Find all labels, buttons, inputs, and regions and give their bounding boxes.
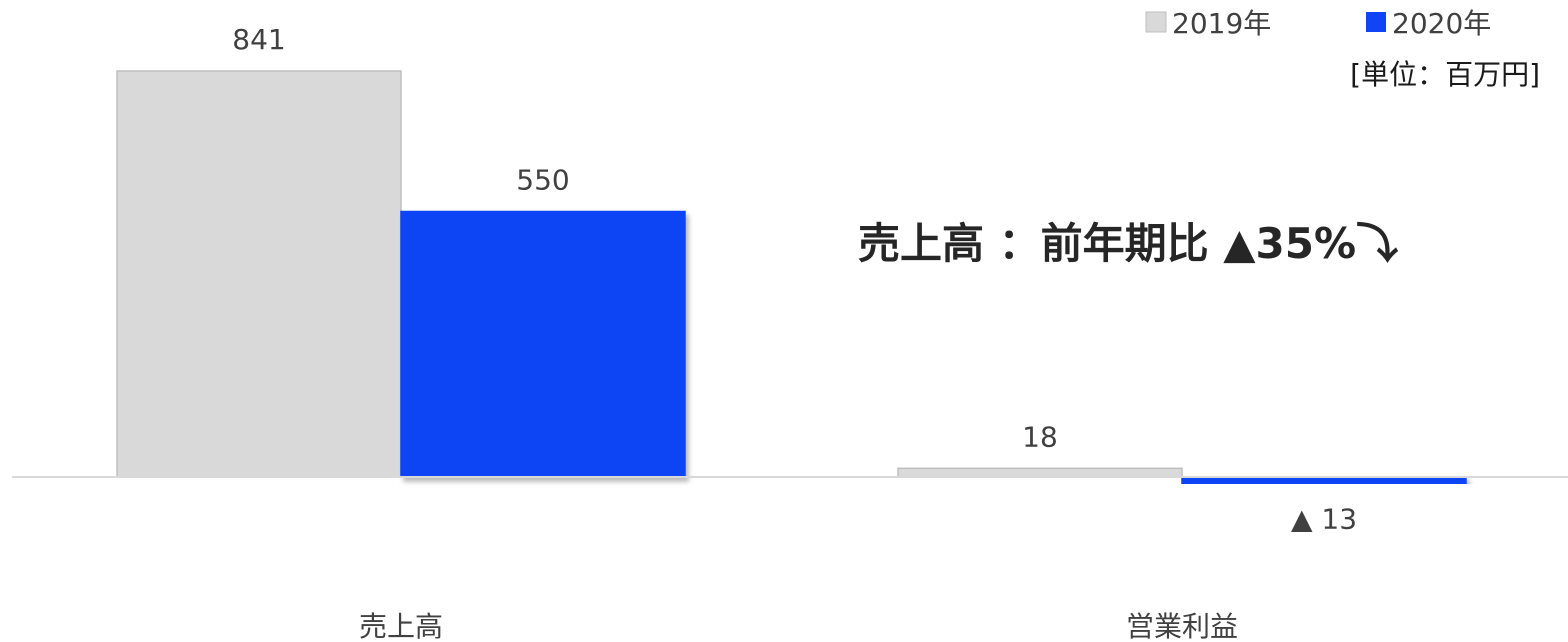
legend-label-2020: 2020年 xyxy=(1392,7,1491,40)
category-label: 営業利益 xyxy=(1126,610,1238,642)
bar-2020年-売上高 xyxy=(400,210,686,478)
data-label: 841 xyxy=(232,23,285,56)
data-label: 18 xyxy=(1022,420,1058,453)
headline-yoy-sales: 売上高 ：前年期比 ▲35%⤵ xyxy=(858,219,1399,268)
legend: 2019年 2020年 xyxy=(1145,7,1491,40)
legend-swatch-2020 xyxy=(1366,12,1386,32)
category-label: 売上高 xyxy=(359,610,443,642)
unit-label: [単位：百万円] xyxy=(1350,58,1540,91)
bar-2019年-売上高 xyxy=(116,70,402,478)
bar-2019年-営業利益 xyxy=(897,467,1183,478)
bars-layer xyxy=(116,70,1467,485)
labels-layer: 売上高 営業利益 841 18 550 ▲ 13 xyxy=(232,23,1357,642)
legend-swatch-2019 xyxy=(1145,11,1167,33)
data-label: ▲ 13 xyxy=(1291,502,1357,535)
data-label: 550 xyxy=(516,163,569,196)
legend-label-2019: 2019年 xyxy=(1172,7,1271,40)
